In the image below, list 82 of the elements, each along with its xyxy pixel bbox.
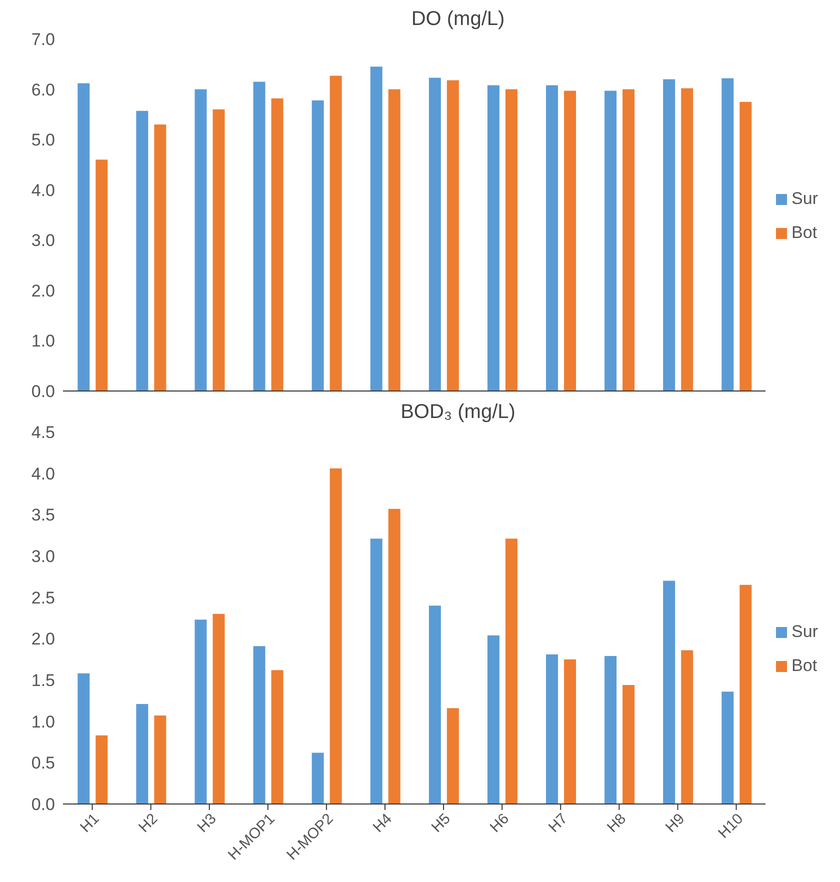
y-tick-label: 4.0 bbox=[31, 464, 55, 484]
y-tick-label: 2.0 bbox=[31, 281, 55, 300]
bar bbox=[330, 76, 342, 391]
bar bbox=[271, 670, 284, 804]
bar bbox=[271, 98, 284, 391]
bar bbox=[154, 716, 166, 804]
y-tick-label: 6.0 bbox=[31, 80, 55, 100]
bar bbox=[312, 752, 324, 804]
bar bbox=[546, 85, 558, 391]
bar bbox=[622, 89, 635, 391]
x-tick-label: H8 bbox=[604, 810, 630, 836]
bar bbox=[78, 673, 90, 804]
bar bbox=[663, 580, 676, 804]
x-tick-label: H1 bbox=[77, 810, 103, 836]
y-tick-label: 3.0 bbox=[31, 547, 55, 566]
bar bbox=[505, 538, 518, 804]
bar bbox=[154, 124, 166, 391]
x-tick-label: H4 bbox=[370, 810, 396, 836]
bar bbox=[505, 89, 518, 391]
x-tick-label: H2 bbox=[136, 810, 162, 836]
bar bbox=[681, 650, 694, 804]
bar bbox=[446, 708, 459, 804]
y-tick-label: 4.5 bbox=[31, 423, 55, 442]
bar bbox=[546, 654, 558, 804]
x-tick-label: H5 bbox=[428, 810, 454, 836]
legend-label: Bot bbox=[790, 222, 818, 244]
bar bbox=[330, 468, 342, 804]
bar bbox=[370, 66, 382, 391]
bar bbox=[212, 614, 225, 804]
y-tick-label: 2.0 bbox=[31, 630, 55, 649]
bar bbox=[194, 89, 207, 391]
chart-title: DO (mg/L) bbox=[410, 8, 506, 31]
x-tick-label: H10 bbox=[715, 810, 747, 842]
bar bbox=[564, 90, 576, 391]
bar bbox=[253, 646, 266, 804]
y-tick-label: 1.0 bbox=[31, 332, 55, 351]
y-tick-label: 5.0 bbox=[31, 130, 55, 150]
bar bbox=[428, 78, 441, 391]
bar bbox=[622, 684, 635, 804]
y-tick-label: 4.0 bbox=[31, 180, 55, 200]
x-tick-label: H7 bbox=[545, 810, 571, 836]
bar bbox=[740, 102, 752, 391]
bar bbox=[487, 635, 500, 804]
chart-title: BOD₃ (mg/L) bbox=[400, 401, 516, 424]
bar bbox=[388, 508, 400, 804]
bar bbox=[388, 89, 400, 391]
bar bbox=[604, 90, 617, 391]
bar bbox=[96, 735, 108, 804]
bar bbox=[428, 606, 441, 804]
y-tick-label: 0.5 bbox=[31, 754, 55, 773]
bar bbox=[564, 659, 576, 804]
bar bbox=[312, 100, 324, 391]
bar bbox=[604, 656, 617, 804]
x-tick-label: H6 bbox=[486, 810, 512, 836]
bar bbox=[136, 110, 148, 391]
bar bbox=[253, 82, 266, 391]
bar bbox=[136, 704, 148, 804]
bar bbox=[663, 79, 676, 391]
bar bbox=[487, 85, 500, 391]
bar bbox=[194, 620, 207, 804]
bar bbox=[96, 160, 108, 391]
x-tick-label: H3 bbox=[194, 810, 220, 836]
y-tick-label: 1.5 bbox=[31, 671, 55, 690]
y-tick-label: 0.0 bbox=[31, 795, 55, 814]
y-tick-label: 3.0 bbox=[31, 231, 55, 250]
bar bbox=[370, 538, 382, 804]
bar bbox=[446, 80, 459, 391]
x-tick-label: H9 bbox=[662, 810, 688, 836]
y-tick-label: 2.5 bbox=[31, 588, 55, 608]
bar bbox=[681, 88, 694, 391]
bar bbox=[212, 109, 225, 391]
legend-label: Bot bbox=[790, 655, 818, 677]
y-tick-label: 3.5 bbox=[31, 506, 55, 525]
y-tick-label: 7.0 bbox=[31, 30, 55, 50]
legend-label: Sur bbox=[790, 188, 818, 210]
y-tick-label: 0.0 bbox=[31, 382, 55, 402]
bar bbox=[722, 78, 734, 391]
bar bbox=[722, 692, 734, 804]
bar bbox=[740, 584, 752, 804]
y-tick-label: 1.0 bbox=[31, 712, 55, 732]
legend-label: Sur bbox=[790, 621, 818, 643]
bar bbox=[78, 83, 90, 391]
